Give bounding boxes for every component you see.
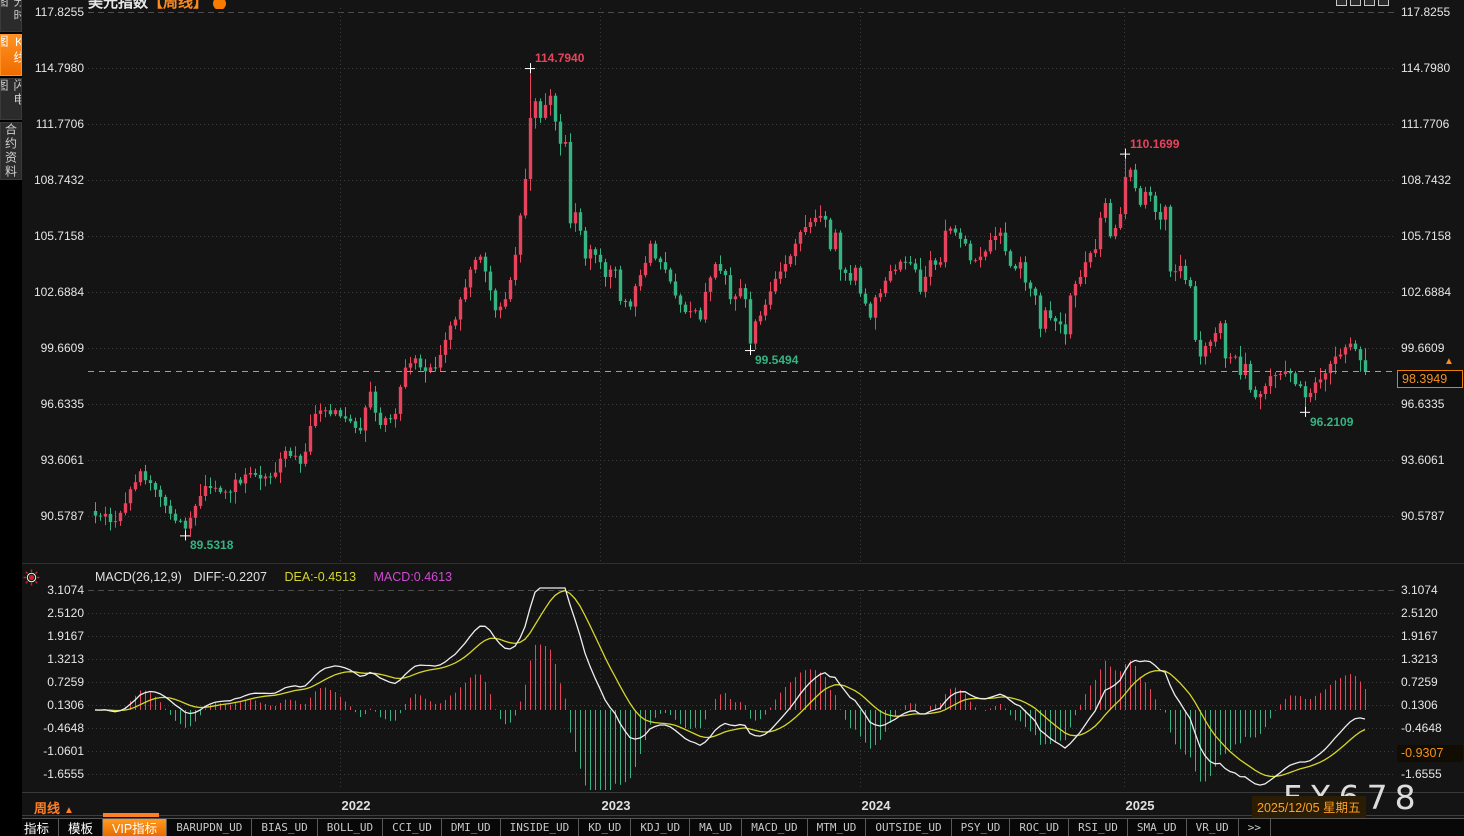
price-axis-label-left: 93.6061 xyxy=(40,453,84,467)
left-sidebar: 分时图K线图闪电图合约资料 xyxy=(0,0,22,836)
layout-icon-2[interactable] xyxy=(1350,0,1361,6)
toolbar-tab-dmi_ud[interactable]: DMI_UD xyxy=(442,819,501,836)
toolbar-tab-macd_ud[interactable]: MACD_UD xyxy=(742,819,808,836)
price-axis-label-right: 93.6061 xyxy=(1401,453,1445,467)
toolbar-tab-roc_ud[interactable]: ROC_UD xyxy=(1010,819,1070,836)
macd-axis-label-left: -1.6555 xyxy=(43,767,84,781)
toolbar-tab-sma_ud[interactable]: SMA_UD xyxy=(1128,819,1187,836)
extreme-price-label: 99.5494 xyxy=(755,353,799,368)
x-axis-year-2025: 2025 xyxy=(1125,798,1155,813)
macd-diff-value: DIFF:-0.2207 xyxy=(193,570,267,584)
toolbar-tab-psy_ud[interactable]: PSY_UD xyxy=(952,819,1011,836)
instrument-name: 美元指数 xyxy=(88,0,149,9)
macd-value-box: -0.9307 xyxy=(1397,745,1463,762)
price-axis-label-left: 96.6335 xyxy=(40,397,84,411)
macd-axis-label-right: 0.7259 xyxy=(1401,675,1438,689)
period-selector[interactable]: 周线 ▲ xyxy=(34,801,74,816)
extreme-price-label: 89.5318 xyxy=(190,538,234,553)
toolbar-tab-vip[interactable]: VIP指标 xyxy=(103,819,168,836)
macd-param-label: MACD(26,12,9) xyxy=(95,570,182,584)
price-axis-label-left: 105.7158 xyxy=(33,229,84,243)
macd-axis-label-left: -0.4648 xyxy=(43,721,84,735)
pane-divider xyxy=(22,563,1464,564)
macd-axis-label-right: 0.1306 xyxy=(1401,698,1438,712)
toolbar-tab-vr_ud[interactable]: VR_UD xyxy=(1187,819,1239,836)
macd-macd-value: MACD:0.4613 xyxy=(373,570,453,584)
price-axis-label-left: 99.6609 xyxy=(40,341,84,355)
macd-axis-label-left: 2.5120 xyxy=(47,606,84,620)
sidebar-tab-3[interactable]: 闪电图 xyxy=(0,78,22,120)
toolbar-tab-kdj_ud[interactable]: KDJ_UD xyxy=(631,819,691,836)
macd-axis-label-right: -0.4648 xyxy=(1401,721,1442,735)
window-layout-icons[interactable] xyxy=(1336,0,1389,7)
scrollbar-track[interactable] xyxy=(22,815,1464,816)
sidebar-tab-2[interactable]: K线图 xyxy=(0,34,22,76)
macd-axis-label-right: 1.9167 xyxy=(1401,629,1438,643)
candlestick-chart-canvas[interactable] xyxy=(0,0,1464,566)
extreme-price-label: 114.7940 xyxy=(535,51,585,66)
macd-axis-label-left: 0.1306 xyxy=(47,698,84,712)
price-axis-label-left: 90.5787 xyxy=(40,509,84,523)
price-axis-label-right: 102.6884 xyxy=(1401,285,1452,299)
x-axis-year-2023: 2023 xyxy=(601,798,631,813)
layout-icon-1[interactable] xyxy=(1336,0,1347,6)
x-axis-year-2022: 2022 xyxy=(341,798,371,813)
toolbar-tab-rsi_ud[interactable]: RSI_UD xyxy=(1069,819,1128,836)
macd-axis-label-right: 1.3213 xyxy=(1401,652,1438,666)
toolbar-tab-[interactable]: >> xyxy=(1239,819,1271,836)
macd-axis-label-right: -1.6555 xyxy=(1401,767,1442,781)
toolbar-tab-barupdn_ud[interactable]: BARUPDN_UD xyxy=(167,819,253,836)
price-axis-label-left: 102.6884 xyxy=(33,285,84,299)
price-axis-label-right: 117.8255 xyxy=(1401,5,1451,19)
price-axis-label-right: 99.6609 xyxy=(1401,341,1445,355)
price-axis-label-left: 114.7980 xyxy=(34,61,84,75)
price-axis-label-left: 117.8255 xyxy=(34,5,84,19)
price-axis-label-left: 111.7706 xyxy=(35,117,84,131)
toolbar-tab-mtm_ud[interactable]: MTM_UD xyxy=(808,819,867,836)
macd-dea-value: DEA:-0.4513 xyxy=(284,570,357,584)
macd-axis-label-left: 0.7259 xyxy=(47,675,84,689)
macd-axis-label-right: 3.1074 xyxy=(1401,583,1438,597)
macd-axis-label-left: -1.0601 xyxy=(43,744,84,758)
macd-chart-canvas[interactable] xyxy=(0,586,1464,792)
extreme-price-label: 110.1699 xyxy=(1130,136,1180,151)
price-axis-label-right: 108.7432 xyxy=(1401,173,1452,187)
price-up-arrow-icon: ▲ xyxy=(1444,356,1454,367)
toolbar-tab-[interactable]: 模板 xyxy=(59,819,104,836)
chart-title: 美元指数【周线】 xyxy=(88,0,227,9)
scrollbar-handle[interactable] xyxy=(103,813,159,817)
last-date-label: 2025/12/05 星期五 xyxy=(1252,796,1366,818)
chevron-up-icon: ▲ xyxy=(64,805,74,816)
macd-axis-label-left: 3.1074 xyxy=(47,583,84,597)
price-axis-label-left: 108.7432 xyxy=(33,173,84,187)
x-axis-year-2024: 2024 xyxy=(861,798,891,813)
toolbar-tab-cci_ud[interactable]: CCI_UD xyxy=(383,819,442,836)
macd-axis-label-left: 1.3213 xyxy=(47,652,84,666)
toolbar-tab-boll_ud[interactable]: BOLL_UD xyxy=(318,819,384,836)
price-axis-label-right: 96.6335 xyxy=(1401,397,1445,411)
price-axis-label-right: 105.7158 xyxy=(1401,229,1452,243)
indicator-toolbar: 指标 模板 VIP指标 BARUPDN_UD BIAS_UD BOLL_UD CCI_UD D… xyxy=(0,818,1464,836)
toolbar-tab-inside_ud[interactable]: INSIDE_UD xyxy=(501,819,580,836)
macd-axis-label-right: 2.5120 xyxy=(1401,606,1438,620)
toolbar-tab-kd_ud[interactable]: KD_UD xyxy=(579,819,632,836)
toolbar-tab-bias_ud[interactable]: BIAS_UD xyxy=(252,819,318,836)
toolbar-tab-ma_ud[interactable]: MA_UD xyxy=(690,819,743,836)
price-axis-label-right: 111.7706 xyxy=(1401,117,1450,131)
sidebar-tab-4[interactable]: 合约资料 xyxy=(0,122,22,180)
layout-icon-4[interactable] xyxy=(1378,0,1389,6)
extreme-price-label: 96.2109 xyxy=(1310,414,1354,429)
price-axis-label-right: 90.5787 xyxy=(1401,509,1445,523)
time-axis-border xyxy=(22,792,1464,793)
settings-icon[interactable] xyxy=(213,0,227,9)
period-mode-label: 【周线】 xyxy=(148,0,209,9)
current-price-box: 98.3949 xyxy=(1397,370,1463,388)
price-axis-label-right: 114.7980 xyxy=(1401,61,1451,75)
sidebar-tab-1[interactable]: 分时图 xyxy=(0,0,22,32)
toolbar-tab-outside_ud[interactable]: OUTSIDE_UD xyxy=(866,819,952,836)
macd-axis-label-left: 1.9167 xyxy=(47,629,84,643)
layout-icon-3[interactable] xyxy=(1364,0,1375,6)
